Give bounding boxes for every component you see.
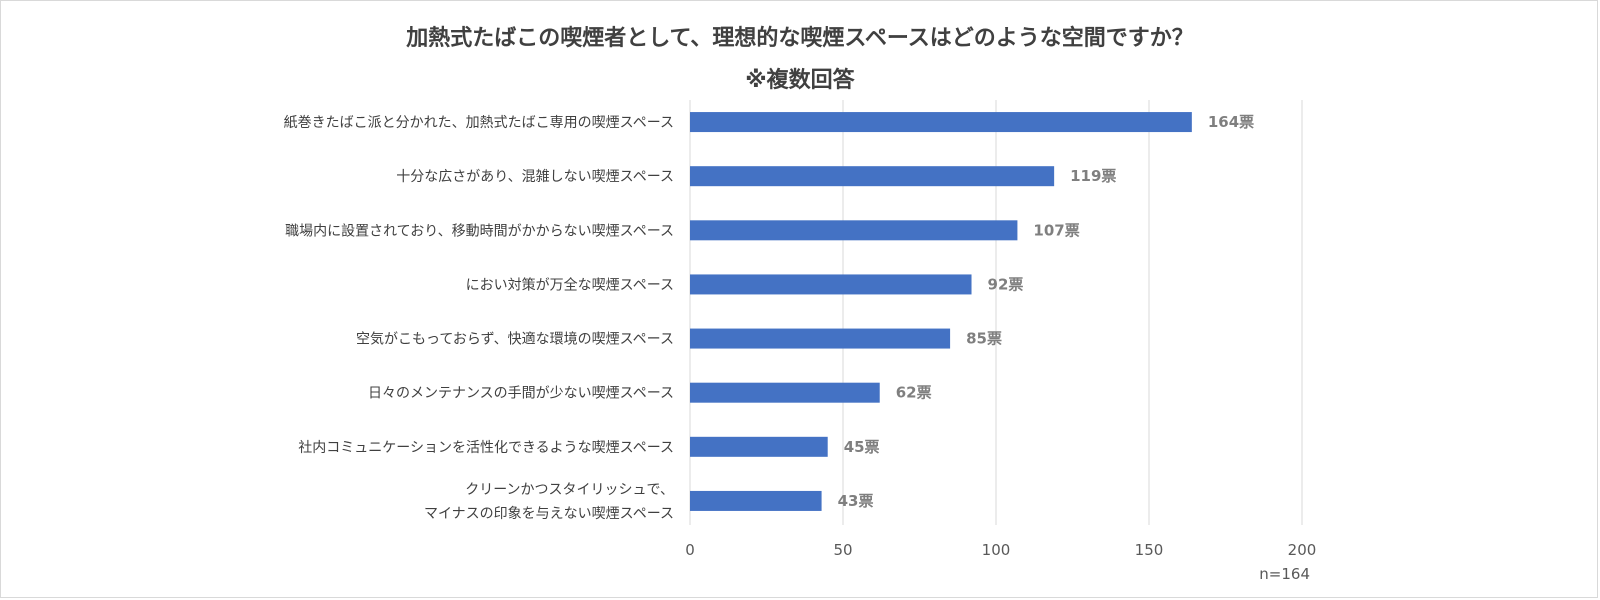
bar-2 xyxy=(690,220,1018,241)
data-label-3: 92票 xyxy=(988,275,1024,293)
category-label-7-line-0: クリーンかつスタイリッシュで、 xyxy=(465,482,674,498)
x-tick-label-100: 100 xyxy=(982,541,1011,559)
data-label-0: 164票 xyxy=(1208,113,1254,131)
data-label-2: 107票 xyxy=(1033,221,1079,239)
bar-3 xyxy=(690,274,972,295)
bar-4 xyxy=(690,328,951,349)
bar-7 xyxy=(690,490,822,511)
x-tick-label-50: 50 xyxy=(833,541,852,559)
category-label-1: 十分な広さがあり、混雑しない喫煙スペース xyxy=(396,169,674,185)
category-label-0: 紙巻きたばこ派と分かれた、加熱式たばこ専用の喫煙スペース xyxy=(284,115,674,131)
category-label-6: 社内コミュニケーションを活性化できるような喫煙スペース xyxy=(298,440,674,456)
category-label-4: 空気がこもっておらず、快適な環境の喫煙スペース xyxy=(356,331,674,348)
category-label-7-line-1: マイナスの印象を与えない喫煙スペース xyxy=(424,506,674,522)
chart-title: 加熱式たばこの喫煙者として、理想的な喫煙スペースはどのような空間ですか？ xyxy=(406,26,1194,51)
x-tick-label-200: 200 xyxy=(1288,541,1317,559)
category-label-2: 職場内に設置されており、移動時間がかからない喫煙スペース xyxy=(285,223,674,239)
bar-1 xyxy=(690,166,1055,187)
x-tick-label-0: 0 xyxy=(685,541,695,559)
data-label-4: 85票 xyxy=(966,330,1002,348)
bar-5 xyxy=(690,382,880,403)
bar-0 xyxy=(690,112,1192,133)
category-label-5: 日々のメンテナンスの手間が少ない喫煙スペース xyxy=(368,386,674,402)
chart-subtitle: ※複数回答 xyxy=(745,68,855,93)
x-tick-label-150: 150 xyxy=(1135,541,1164,559)
data-label-1: 119票 xyxy=(1070,167,1116,185)
data-label-5: 62票 xyxy=(896,384,932,402)
data-label-7: 43票 xyxy=(838,492,874,510)
bar-6 xyxy=(690,436,828,457)
sample-size-note: n=164 xyxy=(1259,565,1310,583)
data-label-6: 45票 xyxy=(844,438,880,456)
category-label-3: におい対策が万全な喫煙スペース xyxy=(466,276,674,293)
